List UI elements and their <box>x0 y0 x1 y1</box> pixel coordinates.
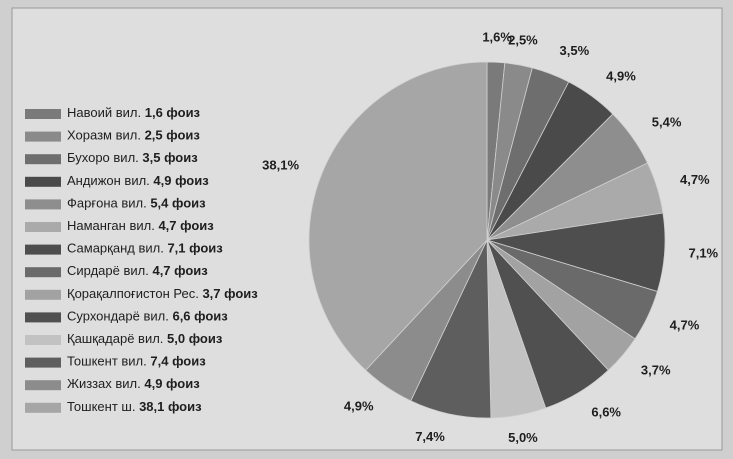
legend-name: Тошкент ш. <box>67 399 135 414</box>
legend-swatch <box>25 109 61 119</box>
legend-value: 4,9 фоиз <box>153 173 209 188</box>
legend-label: Бухоро вил. 3,5 фоиз <box>67 151 198 166</box>
data-label: 2,5% <box>508 33 538 48</box>
legend-value: 7,4 фоиз <box>150 354 206 369</box>
legend-name: Сирдарё вил. <box>67 264 149 279</box>
legend-name: Андижон вил. <box>67 173 150 188</box>
legend-swatch <box>25 176 61 187</box>
legend-name: Қашқадарё вил. <box>67 331 163 346</box>
data-label: 4,9% <box>344 399 374 414</box>
legend-swatch <box>25 380 61 391</box>
legend-label: Андижон вил. 4,9 фоиз <box>67 173 209 188</box>
legend-swatch <box>25 267 61 278</box>
data-label: 3,7% <box>641 362 671 377</box>
legend-value: 7,1 фоиз <box>167 241 223 256</box>
legend-value: 38,1 фоиз <box>139 399 202 414</box>
data-label: 4,7% <box>670 318 700 333</box>
legend-label: Сурхондарё вил. 6,6 фоиз <box>67 309 228 324</box>
legend-name: Навоий вил. <box>67 105 141 120</box>
data-label: 7,4% <box>415 429 445 444</box>
legend-label: Қашқадарё вил. 5,0 фоиз <box>67 331 223 346</box>
legend-swatch <box>25 312 61 323</box>
data-label: 4,9% <box>606 68 636 83</box>
legend-swatch <box>25 357 61 368</box>
legend-name: Фарғона вил. <box>67 196 147 211</box>
legend-swatch <box>25 222 61 232</box>
data-label: 5,0% <box>508 430 538 445</box>
legend-label: Сирдарё вил. 4,7 фоиз <box>67 264 208 279</box>
data-label: 6,6% <box>591 404 621 419</box>
legend-swatch <box>25 244 61 255</box>
legend-name: Сурхондарё вил. <box>67 309 169 324</box>
legend-swatch <box>25 199 61 210</box>
legend-name: Наманган вил. <box>67 218 155 233</box>
legend-swatch <box>25 402 61 413</box>
legend-value: 5,4 фоиз <box>150 196 206 211</box>
legend-value: 5,0 фоиз <box>167 331 223 346</box>
legend-label: Жиззах вил. 4,9 фоиз <box>67 377 200 392</box>
legend-swatch <box>25 131 61 142</box>
legend-label: Самарқанд вил. 7,1 фоиз <box>67 241 223 256</box>
legend-swatch <box>25 154 61 165</box>
legend-value: 3,5 фоиз <box>142 151 198 166</box>
legend-label: Наманган вил. 4,7 фоиз <box>67 218 214 233</box>
legend-label: Фарғона вил. 5,4 фоиз <box>67 196 206 211</box>
legend-name: Тошкент вил. <box>67 354 147 369</box>
legend-label: Хоразм вил. 2,5 фоиз <box>67 128 200 143</box>
legend-value: 3,7 фоиз <box>202 286 258 301</box>
legend-label: Тошкент ш. 38,1 фоиз <box>67 399 202 414</box>
legend-name: Бухоро вил. <box>67 151 139 166</box>
data-label: 7,1% <box>688 246 718 261</box>
pie-slice <box>308 61 488 371</box>
legend-value: 4,7 фоиз <box>152 264 208 279</box>
legend-label: Тошкент вил. 7,4 фоиз <box>67 354 206 369</box>
legend-value: 1,6 фоиз <box>145 105 201 120</box>
data-label: 5,4% <box>652 115 682 130</box>
legend-swatch <box>25 289 61 300</box>
legend-value: 2,5 фоиз <box>145 128 201 143</box>
legend-label: Қорақалпоғистон Рес. 3,7 фоиз <box>67 286 258 301</box>
legend-label: Навоий вил. 1,6 фоиз <box>67 105 201 120</box>
legend-value: 6,6 фоиз <box>172 309 228 324</box>
legend-value: 4,9 фоиз <box>144 377 200 392</box>
data-label: 38,1% <box>262 157 299 172</box>
data-label: 1,6% <box>482 30 512 45</box>
legend-swatch <box>25 335 61 345</box>
legend-value: 4,7 фоиз <box>158 218 214 233</box>
legend-name: Қорақалпоғистон Рес. <box>67 286 199 301</box>
data-label: 3,5% <box>560 43 590 58</box>
legend-name: Хоразм вил. <box>67 128 141 143</box>
legend-name: Самарқанд вил. <box>67 241 164 256</box>
data-label: 4,7% <box>680 172 710 187</box>
legend-name: Жиззах вил. <box>67 377 141 392</box>
